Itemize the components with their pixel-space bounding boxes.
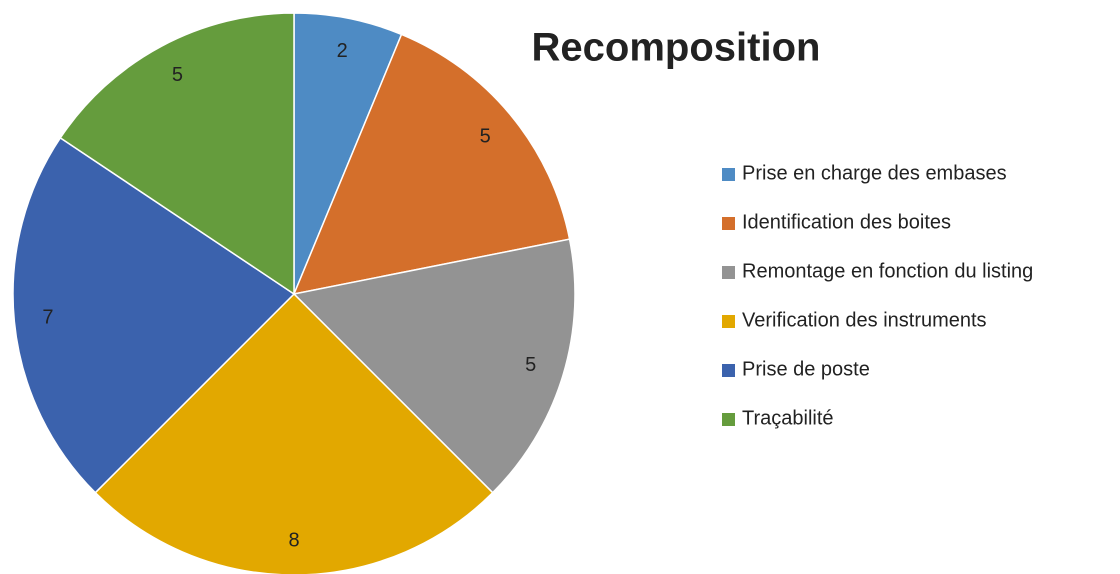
legend-label: Prise en charge des embases: [742, 162, 1007, 184]
pie-slice: [94, 292, 494, 574]
legend-label: Traçabilité: [742, 407, 834, 429]
legend-swatch: [722, 413, 735, 426]
legend-label: Prise de poste: [742, 358, 870, 380]
data-label: 5: [480, 125, 491, 147]
data-label: 2: [337, 40, 348, 62]
pie-slice: [292, 33, 571, 296]
legend-label: Identification des boites: [742, 211, 951, 233]
pie-slice: [12, 136, 296, 494]
data-label: 5: [172, 64, 183, 86]
chart-title: Recomposition: [532, 26, 821, 70]
legend-swatch: [722, 168, 735, 181]
data-label: 8: [288, 530, 299, 552]
data-label: 7: [42, 307, 53, 329]
legend-swatch: [722, 266, 735, 279]
legend-swatch: [722, 364, 735, 377]
pie-slice: [59, 12, 295, 296]
legend-label: Remontage en fonction du listing: [742, 260, 1033, 282]
data-label: 5: [525, 354, 536, 376]
legend-swatch: [722, 315, 735, 328]
pie-slice: [292, 238, 576, 494]
legend-label: Verification des instruments: [742, 309, 987, 331]
legend-swatch: [722, 217, 735, 230]
